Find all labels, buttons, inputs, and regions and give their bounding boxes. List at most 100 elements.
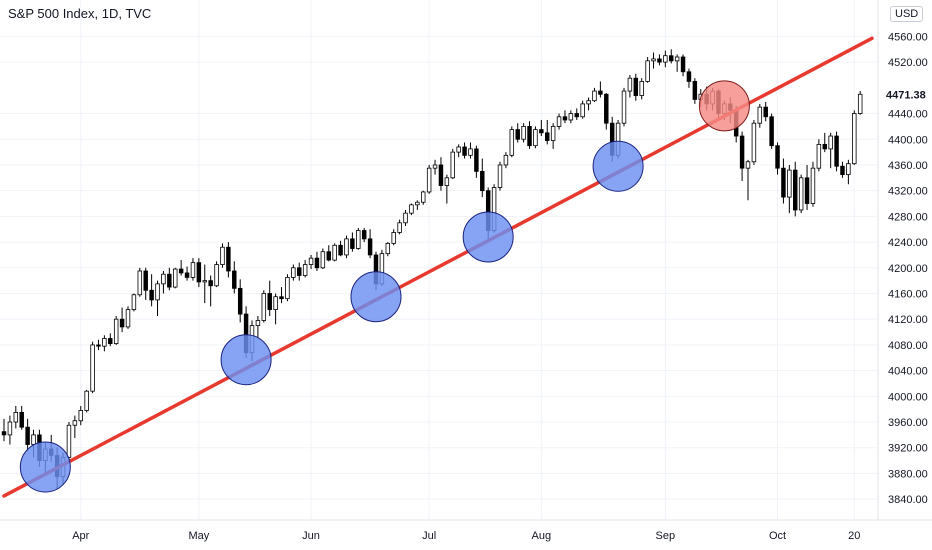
candle-down — [763, 106, 768, 118]
candle-up — [810, 167, 816, 204]
candle-down — [96, 344, 101, 347]
candle-down — [25, 426, 30, 445]
candle-up — [261, 293, 267, 321]
candle-up — [757, 106, 763, 124]
time-tick-label: Aug — [532, 530, 552, 542]
candle-up — [798, 177, 804, 211]
candle-down — [793, 169, 798, 211]
last-price-label: 4471.38 — [886, 89, 926, 101]
last-price-marker: 4471.38 — [878, 84, 932, 104]
price-tick-label: 4120.00 — [888, 314, 928, 326]
time-tick-label: Jul — [422, 530, 436, 542]
price-tick-label: 4320.00 — [888, 186, 928, 198]
candle-down — [143, 270, 148, 291]
time-axis[interactable]: Apr May Jun Jul Aug Sep Oct 20 — [72, 530, 860, 542]
candle-up — [586, 100, 591, 105]
price-tick-label: 4560.00 — [888, 31, 928, 43]
candle-down — [562, 116, 568, 121]
candle-down — [657, 58, 662, 63]
candle-up — [131, 294, 137, 310]
price-tick-label: 3880.00 — [888, 468, 928, 480]
candle-up — [356, 230, 361, 249]
price-tick-label: 4400.00 — [888, 134, 928, 146]
candle-up — [415, 201, 420, 206]
candle-up — [7, 421, 13, 436]
candle-up — [580, 103, 585, 118]
candle-up — [432, 164, 438, 169]
candle-down — [279, 296, 284, 300]
chart-title: S&P 500 Index, 1D, TVC — [8, 6, 152, 21]
candle-up — [745, 161, 751, 169]
price-tick-label: 4280.00 — [888, 211, 928, 223]
candle-up — [450, 151, 455, 179]
candle-up — [385, 242, 391, 255]
candle-up — [113, 318, 119, 345]
price-tick-label: 4520.00 — [888, 57, 928, 69]
candle-down — [350, 238, 355, 249]
candle-down — [1, 431, 7, 436]
candle-up — [220, 246, 225, 265]
candle-up — [751, 122, 757, 163]
candle-up — [674, 56, 680, 62]
candle-down — [232, 270, 237, 289]
candle-up — [90, 344, 95, 392]
candle-up — [468, 148, 473, 156]
candle-up — [391, 232, 396, 244]
candle-up — [13, 411, 19, 423]
candle-up — [533, 129, 538, 147]
candle-down — [574, 113, 579, 118]
candle-up — [456, 146, 461, 153]
price-tick-label: 3840.00 — [888, 494, 928, 506]
candle-up — [255, 320, 261, 327]
price-tick-label: 4240.00 — [888, 237, 928, 249]
candle-up — [857, 93, 863, 114]
candle-up — [556, 116, 562, 127]
candle-up — [84, 390, 89, 411]
candle-up — [852, 113, 857, 165]
candle-down — [834, 135, 839, 167]
candle-down — [775, 145, 780, 169]
grid-lines — [0, 0, 878, 520]
candle-up — [421, 191, 426, 203]
candle-up — [31, 434, 36, 445]
candle-down — [19, 411, 24, 428]
candle-down — [680, 56, 686, 73]
last-price-box — [878, 84, 932, 104]
time-tick-label: Sep — [656, 530, 676, 542]
candle-down — [367, 238, 373, 256]
price-tick-label: 4000.00 — [888, 391, 928, 403]
candle-down — [462, 146, 467, 156]
candle-down — [338, 244, 343, 256]
candle-down — [297, 267, 302, 276]
candle-down — [781, 167, 786, 198]
candle-up — [846, 163, 851, 176]
candle-down — [208, 280, 213, 287]
candle-down — [686, 71, 692, 82]
candle-up — [444, 177, 450, 186]
candle-up — [102, 338, 107, 347]
candle-up — [621, 90, 627, 124]
candle-up — [202, 280, 207, 283]
candle-down — [267, 293, 272, 310]
price-axis[interactable]: 3840.00 3880.00 3920.00 3960.00 4000.00 4040.… — [888, 31, 928, 506]
time-tick-label: Oct — [769, 530, 786, 542]
currency-badge[interactable]: USD — [890, 6, 924, 22]
price-tick-label: 3960.00 — [888, 417, 928, 429]
candle-down — [108, 338, 113, 345]
candle-up — [137, 270, 143, 296]
touch-circle — [19, 441, 71, 493]
price-tick-label: 4160.00 — [888, 288, 928, 300]
candle-down — [515, 129, 520, 140]
candle-up — [173, 268, 178, 288]
candle-up — [592, 90, 597, 102]
candle-down — [326, 251, 331, 261]
candle-up — [568, 113, 574, 121]
candle-up — [503, 154, 509, 166]
touch-circle — [220, 334, 272, 386]
candle-up — [651, 58, 656, 62]
candle-up — [828, 135, 833, 150]
candle-up — [66, 424, 72, 458]
candle-up — [214, 264, 219, 287]
candle-down — [178, 268, 184, 274]
